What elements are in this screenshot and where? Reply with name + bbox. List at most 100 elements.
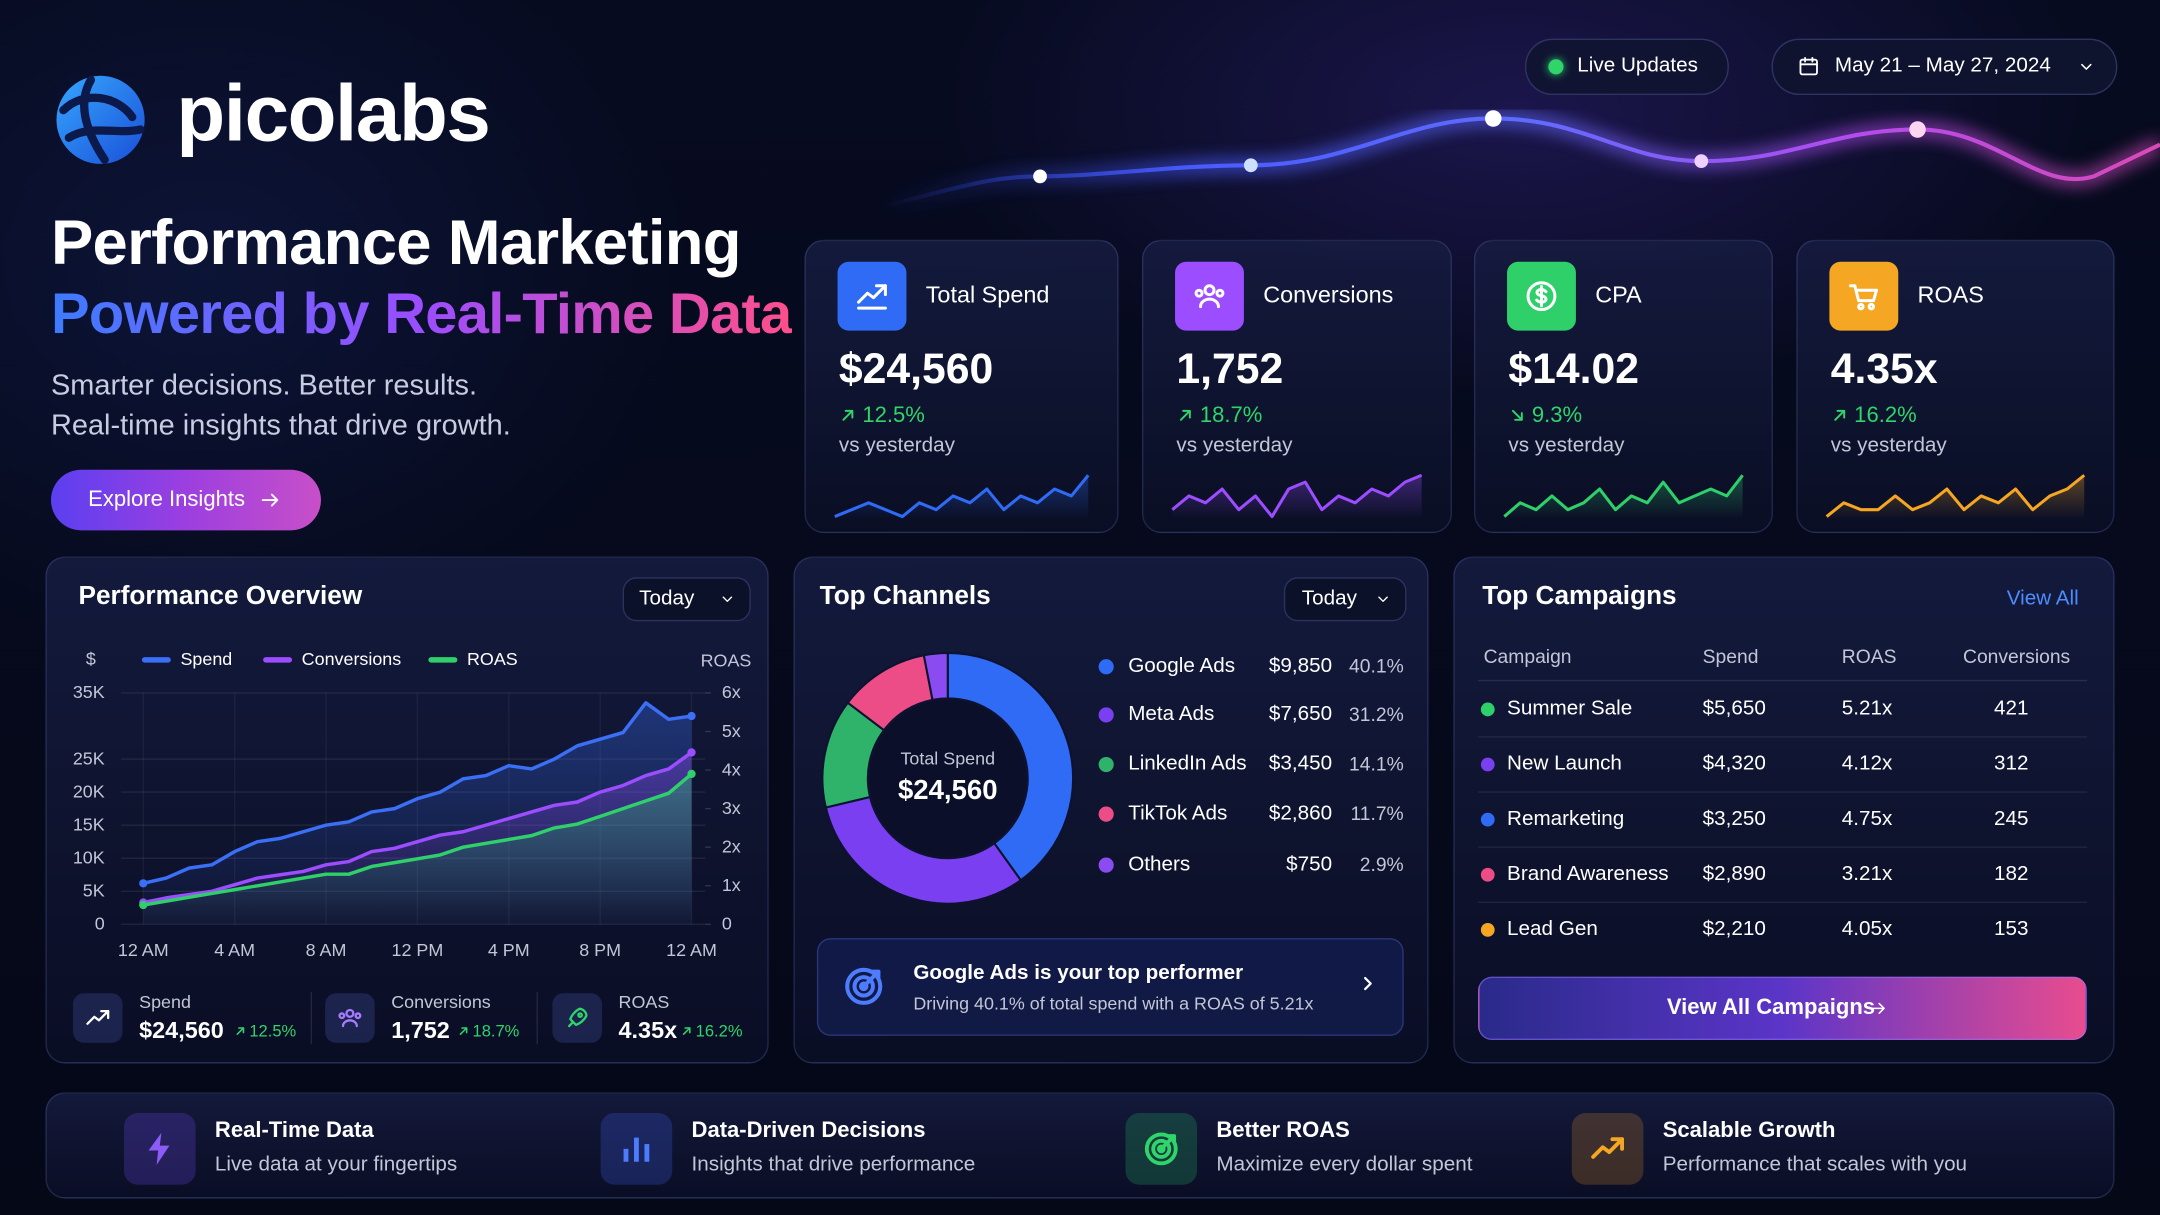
feature-title: Data-Driven Decisions (691, 1118, 926, 1143)
summary-label: Conversions (391, 991, 491, 1013)
button-label[interactable]: View All Campaigns (1666, 996, 1876, 1020)
feature-text: Maximize every dollar spent (1216, 1152, 1473, 1177)
cta-label[interactable]: Explore Insights (88, 487, 245, 512)
icon-shape (1857, 302, 1865, 311)
sparkline (1171, 473, 1423, 519)
legend-dot (1098, 806, 1114, 822)
campaign-name: Brand Awareness (1507, 862, 1669, 886)
icon-shape (1179, 409, 1191, 421)
icon-shape (852, 975, 875, 998)
date-pill[interactable] (1771, 38, 2118, 96)
icon-shape (2081, 63, 2092, 70)
icon-tile (73, 993, 123, 1043)
summary-value: 1,752 (391, 1017, 450, 1044)
x-tick-label: 12 AM (666, 939, 717, 960)
features-card (45, 1092, 2115, 1199)
icon (623, 1137, 650, 1162)
column-header: ROAS (1841, 645, 1897, 668)
campaign-conversions: 312 (1993, 751, 2029, 776)
campaign-dot (1480, 922, 1495, 937)
campaign-spend: $3,250 (1702, 806, 1766, 831)
icon-shape (1378, 596, 1388, 602)
donut-center-value: $24,560 (897, 775, 998, 806)
icon-shape (86, 1009, 110, 1025)
icon-shape (842, 409, 854, 421)
x-tick-label: 8 AM (305, 939, 347, 960)
summary-change: 12.5% (249, 1021, 297, 1041)
campaign-conversions: 245 (1993, 806, 2029, 831)
y2-tick-label: 0 (721, 913, 732, 934)
percent-label: 2.9% (1359, 853, 1404, 876)
icon (338, 1008, 362, 1028)
legend-dot (1098, 756, 1114, 773)
live-pill[interactable] (1524, 38, 1729, 96)
feature-title: Scalable Growth (1662, 1118, 1836, 1143)
icon-shape (1591, 1137, 1624, 1159)
hero-line: Real-time insights that drive growth. (50, 409, 511, 442)
feature-text: Performance that scales with you (1662, 1152, 1968, 1177)
filter-label: Today (639, 586, 695, 610)
icon-shape (1199, 297, 1220, 309)
donut-slice (824, 795, 1023, 905)
legend-label: LinkedIn Ads (1128, 751, 1247, 776)
series-line (142, 751, 693, 905)
campaign-conversions: 182 (1993, 862, 2029, 886)
icon (261, 493, 279, 507)
value-label: $2,860 (1268, 801, 1333, 825)
campaign-roas: 3.21x (1841, 862, 1893, 886)
icon-shape (722, 596, 733, 602)
end-dot (139, 900, 148, 910)
insight-box[interactable] (816, 938, 1404, 1036)
summary-value: 4.35x (618, 1017, 678, 1044)
sparkline-area (1826, 475, 2085, 520)
icon-tile (552, 993, 602, 1043)
kpi-value: 4.35x (1830, 344, 1938, 393)
icon (842, 409, 854, 421)
percent-label: 40.1% (1349, 654, 1404, 677)
legend-label: Conversions (301, 648, 402, 670)
campaigns-button[interactable] (1478, 976, 2087, 1041)
y2-tick-label: 4x (721, 758, 741, 780)
y-tick-label: 5K (82, 880, 105, 901)
column-header: Conversions (1963, 645, 2071, 668)
x-tick-label: 4 AM (214, 939, 256, 960)
insight-title: Google Ads is your top performer (913, 961, 1244, 985)
y-tick-label: 25K (72, 747, 105, 769)
icon (1799, 56, 1818, 76)
sparkline (1825, 474, 2086, 518)
icon-shape (874, 284, 887, 297)
icon-shape (148, 1132, 170, 1165)
column-header: Campaign (1483, 645, 1572, 668)
wave-dot (1243, 158, 1258, 173)
icon-shape (644, 1144, 650, 1162)
logo (56, 75, 145, 164)
icon (1511, 409, 1523, 421)
campaign-roas: 4.75x (1841, 806, 1893, 831)
campaign-dot (1480, 867, 1495, 882)
icon (86, 1009, 110, 1025)
icon-shape (1610, 1137, 1624, 1151)
kpi-value: $24,560 (838, 344, 994, 393)
icon (2081, 63, 2092, 70)
y2-tick-label: 2x (721, 835, 741, 857)
summary-change: 18.7% (472, 1021, 520, 1041)
kpi-value: 1,752 (1176, 344, 1284, 393)
y-tick-label: 35K (72, 681, 105, 703)
icon (1591, 1137, 1624, 1159)
y-tick-label: 20K (72, 780, 105, 802)
sparkline-area (834, 475, 1089, 520)
icon (1526, 281, 1557, 312)
sparkline-area (1172, 475, 1422, 520)
series-line (142, 701, 692, 886)
view-all-link[interactable]: View All (2006, 586, 2079, 610)
campaign-roas: 4.12x (1841, 751, 1893, 776)
filter-label: Today (1301, 586, 1357, 610)
kpi-change: 18.7% (1199, 403, 1263, 428)
end-dot (687, 711, 696, 721)
kpi-label: ROAS (1917, 281, 1984, 309)
icon-tile (325, 993, 375, 1043)
y2-tick-label: 3x (721, 797, 741, 819)
percent-label: 11.7% (1350, 802, 1404, 825)
series-line (142, 772, 693, 907)
